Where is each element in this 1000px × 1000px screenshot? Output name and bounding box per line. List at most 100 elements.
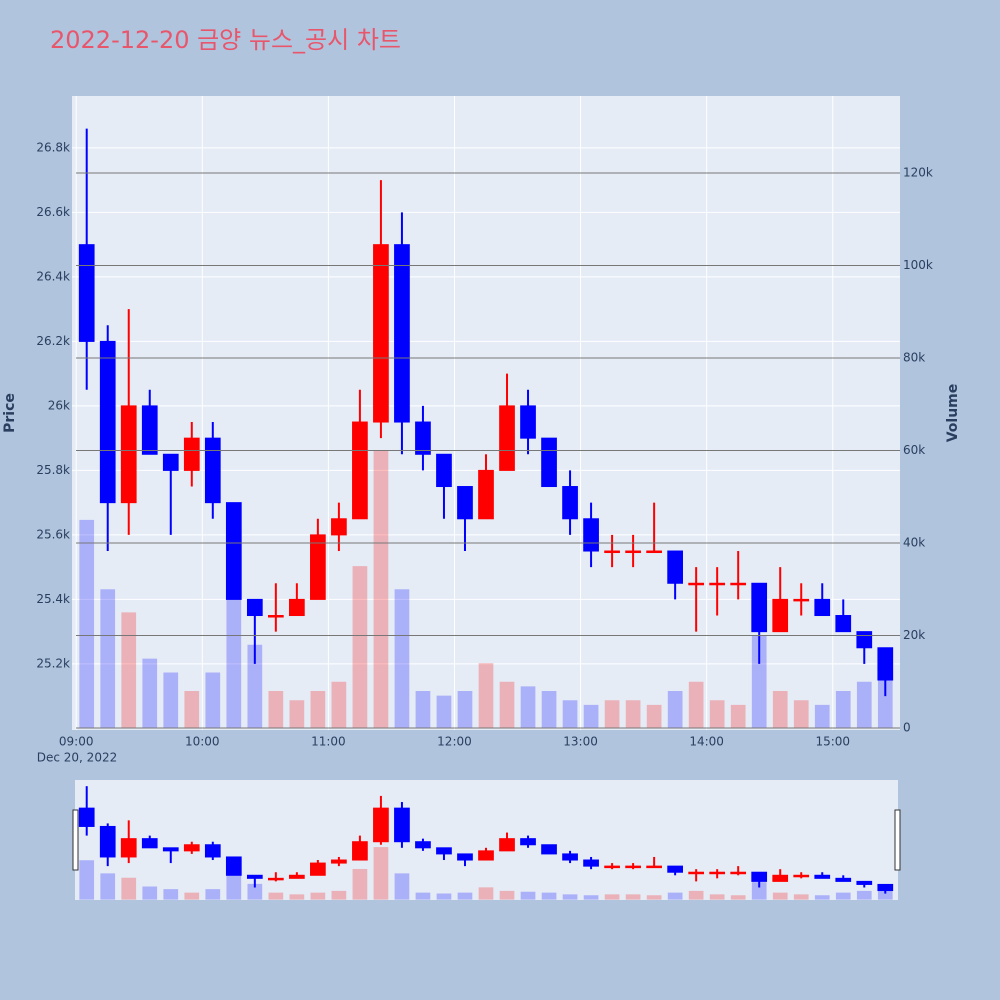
slider-candle-body — [772, 874, 789, 882]
x-tick-label: 15:00 — [815, 735, 850, 749]
slider-candle-body — [225, 856, 242, 876]
slider-handle-right[interactable] — [894, 809, 901, 871]
slider-volume-bar — [352, 868, 368, 900]
y2-axis-title: Volume — [945, 384, 961, 443]
volume-bar — [331, 681, 347, 729]
slider-volume-bar — [100, 873, 116, 900]
range-slider[interactable] — [75, 780, 898, 900]
slider-candle-body — [99, 825, 116, 858]
volume-bar — [247, 644, 263, 729]
volume-bar — [604, 700, 620, 729]
y-tick-label: 25.6k — [36, 527, 70, 541]
slider-candle-body — [646, 865, 662, 869]
candle-body — [120, 405, 137, 504]
slider-candle-body — [78, 807, 95, 827]
candle-body — [246, 598, 263, 617]
candle-body — [373, 244, 389, 423]
y-tick-label: 26k — [48, 398, 70, 412]
slider-candle-body — [183, 844, 200, 852]
slider-candle-body — [499, 838, 515, 852]
y2-tick-label: 40k — [903, 536, 925, 550]
candle-body — [688, 582, 705, 586]
slider-candle-body — [751, 871, 768, 882]
slider-candle-body — [583, 859, 599, 867]
candle-body — [562, 486, 578, 520]
slider-volume-bar — [667, 892, 683, 900]
candle-body — [751, 582, 768, 633]
slider-volume-bar — [625, 894, 641, 900]
candle-body — [204, 437, 221, 504]
candle-body — [814, 598, 831, 617]
x-tick-label: 13:00 — [563, 735, 598, 749]
slider-volume-bar — [79, 860, 95, 900]
y2-tick-label: 60k — [903, 443, 925, 457]
slider-candle-body — [415, 841, 431, 849]
slider-candle-body — [246, 874, 263, 879]
slider-candle-body — [709, 871, 726, 875]
slider-volume-bar — [688, 890, 704, 900]
slider-volume-bar — [436, 893, 452, 900]
y-tick-label: 25.4k — [36, 592, 70, 606]
candle-body — [352, 421, 368, 520]
y2-tick-label: 20k — [903, 628, 925, 642]
slider-volume-bar — [478, 887, 494, 900]
candle-body — [541, 437, 557, 488]
slider-candle-body — [835, 877, 852, 882]
volume-bar — [856, 681, 872, 729]
slider-candle-body — [457, 853, 473, 861]
slider-candle-body — [436, 847, 452, 855]
volume-bar — [583, 704, 599, 729]
slider-candle-body — [814, 874, 831, 879]
slider-volume-bar — [751, 882, 767, 900]
slider-handle-left[interactable] — [72, 809, 79, 871]
volume-bar — [835, 691, 851, 729]
volume-bar — [520, 686, 536, 729]
y2-tick-label: 80k — [903, 351, 925, 365]
candle-body — [520, 405, 536, 439]
volume-bar — [667, 691, 683, 729]
slider-volume-bar — [562, 894, 578, 900]
volume-bar — [79, 519, 95, 729]
slider-candle-body — [310, 862, 326, 876]
slider-candle-body — [520, 838, 536, 846]
y-tick-label: 25.2k — [36, 656, 70, 670]
candle-body — [394, 244, 410, 423]
slider-candle-body — [625, 865, 641, 869]
slider-candle-body — [688, 871, 705, 875]
candle-body — [310, 534, 326, 600]
candle-body — [499, 405, 515, 471]
slider-volume-bar — [793, 894, 809, 900]
candle-body — [646, 550, 662, 554]
volume-bar — [163, 672, 179, 729]
slider-candle-body — [562, 853, 578, 861]
candle-body — [772, 598, 789, 633]
y2-tick-label: 120k — [903, 166, 933, 180]
slider-volume-bar — [331, 890, 347, 900]
slider-volume-bar — [394, 873, 410, 900]
candle-body — [225, 502, 242, 600]
slider-volume-bar — [646, 895, 662, 900]
slider-candle-body — [394, 807, 410, 843]
slider-volume-bar — [709, 894, 725, 900]
volume-bar — [436, 695, 452, 729]
volume-bar — [352, 566, 368, 729]
x-tick-label: 09:00 — [59, 735, 94, 749]
slider-volume-bar — [457, 892, 473, 900]
slider-volume-bar — [163, 889, 179, 900]
candle-body — [78, 244, 95, 342]
candle-body — [478, 469, 494, 520]
x-tick-label: 11:00 — [311, 735, 346, 749]
volume-bar — [814, 704, 830, 729]
volume-bar — [394, 589, 410, 729]
candle-body — [730, 582, 747, 586]
slider-candle-body — [267, 877, 284, 881]
plot-area — [72, 96, 900, 730]
volume-bar — [415, 691, 431, 729]
volume-bar — [142, 658, 158, 729]
slider-volume-bar — [121, 877, 137, 900]
candle-body — [267, 615, 284, 618]
volume-bar — [709, 700, 725, 729]
slider-volume-bar — [604, 894, 620, 900]
candle-body — [162, 453, 179, 471]
slider-volume-bar — [289, 894, 305, 900]
